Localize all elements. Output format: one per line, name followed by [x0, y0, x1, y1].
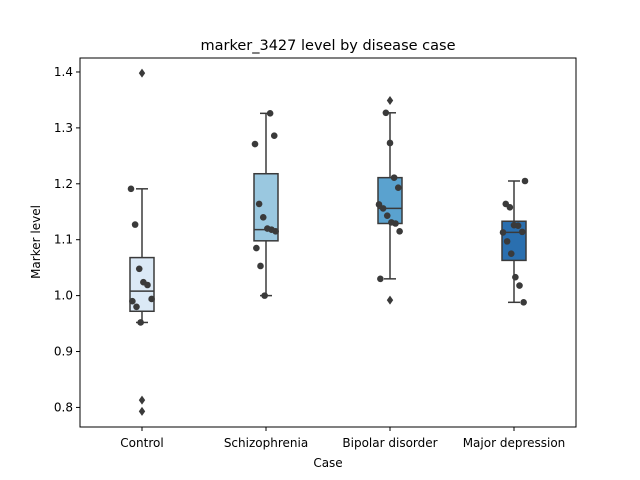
data-point — [272, 228, 279, 235]
data-point — [144, 281, 151, 289]
data-point — [503, 238, 511, 245]
data-point — [386, 139, 394, 147]
data-point — [514, 222, 522, 230]
data-point — [266, 110, 274, 117]
data-point — [259, 214, 267, 221]
data-point — [253, 244, 260, 252]
data-point — [520, 299, 527, 306]
x-tick-label: Schizophrenia — [224, 436, 308, 450]
data-point — [506, 203, 514, 211]
y-tick-label: 1.4 — [54, 65, 73, 79]
data-point — [507, 250, 515, 257]
y-tick-label: 0.9 — [54, 345, 73, 359]
data-point — [383, 212, 391, 219]
data-point — [129, 297, 136, 305]
plot-area — [127, 68, 529, 416]
data-point — [516, 282, 523, 289]
outlier-point — [386, 295, 394, 305]
data-point — [131, 221, 139, 228]
data-point — [499, 229, 507, 236]
data-point — [396, 228, 403, 235]
data-point — [390, 174, 398, 181]
x-tick-label: Control — [120, 436, 163, 450]
data-point — [392, 220, 399, 227]
outlier-point — [138, 406, 146, 416]
x-tick-label: Bipolar disorder — [342, 436, 437, 450]
data-point — [251, 140, 259, 148]
data-point — [379, 205, 387, 212]
data-point — [135, 265, 143, 273]
data-point — [375, 201, 383, 208]
y-tick-label: 1.0 — [54, 289, 73, 303]
data-point — [270, 132, 278, 140]
data-point — [255, 200, 263, 208]
outlier-point — [138, 395, 146, 405]
data-point — [148, 295, 155, 303]
data-point — [261, 292, 268, 299]
data-point — [394, 184, 402, 192]
x-tick-label: Major depression — [463, 436, 566, 450]
data-point — [518, 228, 526, 236]
plot-frame — [79, 57, 577, 428]
data-point — [137, 319, 144, 326]
data-point — [382, 109, 390, 117]
data-point — [127, 185, 135, 193]
y-tick-label: 1.3 — [54, 121, 73, 135]
data-point — [257, 262, 264, 270]
data-point — [377, 275, 384, 283]
y-tick-label: 0.8 — [54, 400, 73, 414]
x-axis-label: Case — [313, 456, 342, 470]
outlier-point — [138, 68, 146, 78]
data-point — [521, 177, 529, 185]
data-point — [512, 273, 519, 281]
y-axis-label: Marker level — [29, 205, 43, 279]
outlier-point — [386, 95, 394, 105]
y-tick-label: 1.1 — [54, 233, 73, 247]
chart-title: marker_3427 level by disease case — [201, 38, 456, 54]
y-tick-label: 1.2 — [54, 177, 73, 191]
data-point — [133, 303, 140, 311]
axes: 0.8 0.9 1.0 1.1 1.2 1.3 1.4 Control Schizophreni… — [54, 65, 565, 450]
